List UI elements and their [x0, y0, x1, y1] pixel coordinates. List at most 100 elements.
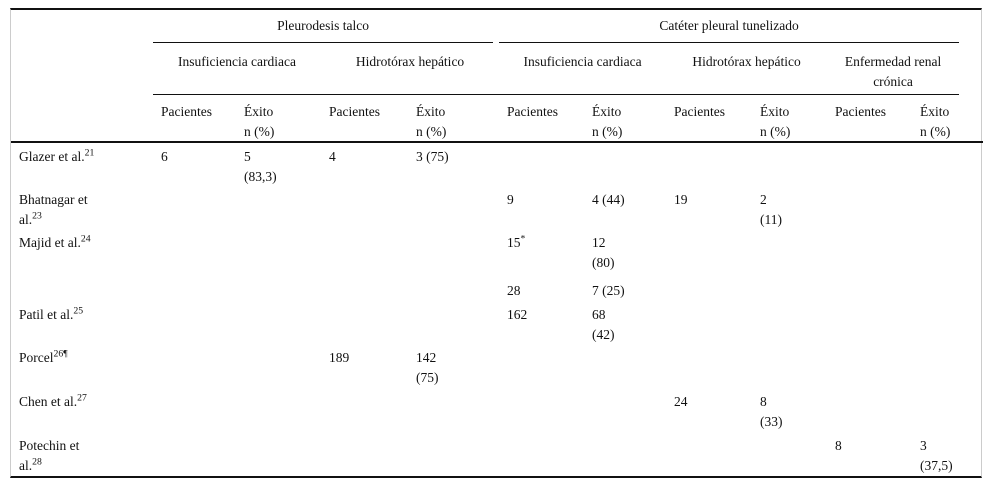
success-column-header: Éxito n (%): [584, 95, 667, 144]
table-row: Porcel26¶ 189 142 (75): [11, 344, 983, 388]
study-name-cell: Patil et al.25: [19, 305, 84, 322]
data-cell: [321, 186, 408, 229]
corner-cell: [11, 10, 153, 43]
group-header-label: Catéter pleural tunelizado: [499, 10, 960, 43]
data-cell: [584, 344, 666, 388]
data-cell: [912, 301, 983, 344]
superscript: 25: [73, 305, 84, 317]
data-cell: [236, 277, 321, 301]
data-cell: [752, 432, 827, 476]
subgroup-header-label: Enfermedad renal crónica: [827, 43, 960, 95]
data-cell: [912, 229, 983, 277]
data-cell: [321, 301, 408, 344]
study-name-cell: Porcel26¶: [19, 348, 68, 366]
data-cell: [499, 142, 584, 186]
data-cell: [408, 277, 499, 301]
data-cell: [584, 388, 666, 432]
data-cell: 142 (75): [416, 350, 439, 385]
data-cell: [827, 186, 912, 229]
column-header-row: Pacientes Éxito n (%) Pacientes Éxito n (%)…: [11, 95, 984, 144]
superscript: 26¶: [53, 348, 68, 360]
superscript: 28: [32, 456, 42, 468]
data-cell: [912, 277, 983, 301]
data-cell: [827, 142, 912, 186]
group-header-label: Pleurodesis talco: [153, 10, 494, 43]
success-column-header: Éxito n (%): [408, 95, 500, 144]
data-cell: 12 (80): [592, 235, 615, 270]
subgroup-header: Hidrotórax hepático: [666, 43, 828, 95]
data-cell: [827, 277, 912, 301]
data-cell: 189: [329, 350, 350, 366]
subgroup-header: Enfermedad renal crónica: [827, 43, 983, 95]
patients-column-header: Pacientes: [827, 95, 913, 144]
data-cell: [827, 229, 912, 277]
corner-cell: [11, 43, 153, 95]
data-cell: 19: [674, 192, 688, 208]
data-cell: 15*: [507, 233, 526, 251]
data-cell: [827, 301, 912, 344]
data-cell: [236, 388, 321, 432]
patients-column-header: Pacientes: [666, 95, 753, 144]
data-cell: [912, 388, 983, 432]
data-cell: [321, 388, 408, 432]
superscript: 27: [77, 392, 87, 404]
data-cell: [499, 388, 584, 432]
group-header: Pleurodesis talco: [153, 10, 499, 43]
data-cell: [912, 186, 983, 229]
data-cell: [666, 432, 752, 476]
data-cell: [752, 229, 827, 277]
data-cell: [236, 229, 321, 277]
data-cell: 24: [674, 394, 688, 410]
data-cell: [408, 229, 499, 277]
data-cell: [153, 229, 236, 277]
success-column-header: Éxito n (%): [752, 95, 828, 144]
success-column-header: Éxito n (%): [912, 95, 984, 144]
data-cell: [666, 344, 752, 388]
data-cell: [752, 344, 827, 388]
data-cell: [666, 142, 752, 186]
subgroup-header-label: Insuficiencia cardiaca: [499, 43, 667, 95]
data-cell: [752, 142, 827, 186]
data-cell: [752, 301, 827, 344]
data-cell: 8: [835, 438, 842, 454]
data-cell: [666, 277, 752, 301]
data-cell: [408, 432, 499, 476]
data-cell: 5 (83,3): [244, 149, 277, 184]
data-cell: [236, 432, 321, 476]
table-row: Patil et al.25 162 68 (42): [11, 301, 983, 344]
subgroup-header: Insuficiencia cardiaca: [499, 43, 667, 95]
data-cell: [321, 229, 408, 277]
data-cell: [153, 277, 236, 301]
group-header: Catéter pleural tunelizado: [499, 10, 983, 43]
data-cell: [153, 186, 236, 229]
data-cell: [408, 301, 499, 344]
data-cell: [666, 301, 752, 344]
table-row: Potechin et al.28 8 3 (37,5): [11, 432, 983, 476]
data-cell: [499, 432, 584, 476]
subgroup-header-label: Hidrotórax hepático: [666, 43, 828, 95]
data-cell: 68 (42): [592, 306, 615, 342]
study-comparison-table: Pleurodesis talco Catéter pleural tuneliz…: [11, 10, 984, 476]
study-name-cell: Chen et al.27: [19, 392, 87, 410]
data-cell: [584, 142, 666, 186]
study-name-cell: Majid et al.24: [19, 233, 91, 251]
data-cell: 162: [507, 306, 528, 322]
data-cell: [912, 142, 983, 186]
data-cell: 7 (25): [592, 283, 625, 299]
data-cell: [827, 388, 912, 432]
corner-cell: [11, 95, 153, 144]
study-name-cell: Potechin et al.28: [19, 438, 80, 473]
data-cell: [912, 344, 983, 388]
data-cell: 8 (33): [760, 394, 783, 429]
data-cell: [153, 344, 236, 388]
subgroup-header: Hidrotórax hepático: [321, 43, 500, 95]
data-cell: [752, 277, 827, 301]
data-cell: 2 (11): [760, 192, 783, 227]
study-name-cell: Glazer et al.21: [19, 147, 95, 165]
subgroup-header-label: Hidrotórax hepático: [321, 43, 500, 95]
data-cell: 6: [161, 149, 168, 165]
study-comparison-table-frame: Pleurodesis talco Catéter pleural tuneliz…: [10, 8, 984, 479]
patients-column-header: Pacientes: [153, 95, 236, 144]
data-cell: 3 (37,5): [920, 438, 953, 473]
